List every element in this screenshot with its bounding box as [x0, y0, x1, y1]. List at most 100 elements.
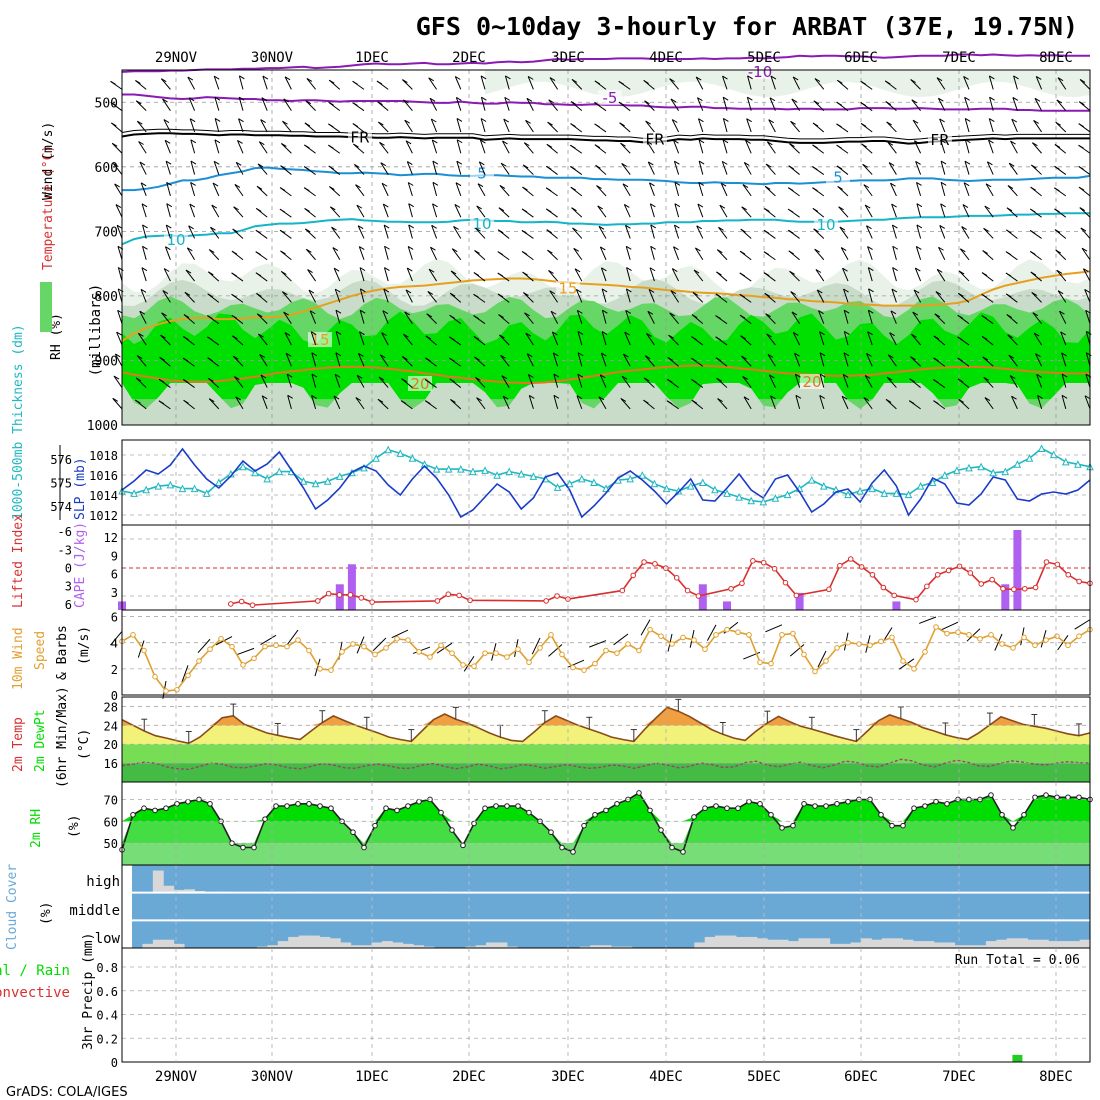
wind-barb: [673, 140, 680, 154]
wind-barb-flag: [766, 333, 772, 338]
lifted-index-line-marker: [673, 575, 680, 581]
wind-barb-flag: [650, 203, 656, 208]
wind-barb-flag: [237, 139, 243, 144]
wind-barb-flag: [914, 140, 920, 145]
wind-barb: [549, 77, 559, 90]
lifted-index-line-marker: [456, 592, 462, 599]
thickness-line-marker: [529, 472, 538, 480]
wind-barb: [717, 398, 728, 410]
surface-wind-barb: [789, 644, 805, 657]
wind-barb-flag: [449, 357, 455, 362]
wind-barb-flag: [379, 354, 386, 359]
wind-barb-flag: [741, 206, 747, 211]
wind-barb-flag: [739, 293, 746, 298]
wind-barb-flag: [910, 356, 916, 361]
wind-barb: [742, 184, 752, 197]
surface-wind-barb: [356, 636, 365, 654]
thickness-line-marker: [190, 484, 199, 493]
wind-barb: [620, 142, 631, 154]
wind-barb: [450, 270, 462, 282]
wind-barb: [1034, 98, 1043, 111]
rh-band-low: [122, 383, 1090, 425]
wind-barb: [938, 247, 946, 260]
wind-barb-flag: [502, 140, 508, 145]
wind-barb: [136, 355, 147, 367]
wind-barb: [916, 182, 922, 197]
wind-barb: [765, 163, 776, 175]
wind-barb: [867, 310, 873, 324]
wind-barb-flag: [450, 399, 456, 403]
wind-barb: [766, 141, 776, 154]
wind-barb-flag: [113, 375, 120, 380]
wind-barb-flag: [812, 207, 819, 212]
wind-barb: [454, 76, 462, 90]
wind-barb-flag: [646, 140, 653, 145]
wind-barb-flag: [674, 160, 680, 165]
wind-barb: [357, 225, 365, 239]
wind-barb-flag: [456, 139, 463, 144]
top-date-label: 7DEC: [942, 50, 976, 66]
wind-barb-flag: [430, 246, 436, 251]
wind-barb-flag: [692, 291, 699, 296]
thickness-line-marker: [638, 471, 647, 479]
wind-barb: [528, 395, 534, 410]
wind-barb: [311, 352, 317, 367]
wind-barb: [867, 331, 873, 346]
wind-barb: [888, 162, 897, 175]
wind-barb-flag: [449, 378, 456, 383]
wind-barb: [1055, 121, 1067, 133]
thickness-line-marker: [759, 497, 768, 506]
wind-barb-flag: [815, 269, 822, 273]
wind-barb-flag: [722, 75, 728, 80]
wind-barb-flag: [667, 378, 673, 383]
wind-barb: [988, 139, 994, 154]
wind-barb: [795, 395, 801, 409]
rh2m-line-marker: [548, 829, 554, 836]
wind-barb-flag: [259, 141, 265, 146]
wind-barb-flag: [763, 272, 770, 277]
rh2m-line-marker: [449, 827, 455, 833]
wind-barb-flag: [280, 250, 286, 255]
wind-barb-flag: [546, 229, 552, 234]
wind-barb-flag: [594, 80, 601, 85]
wind-barb: [1033, 120, 1043, 133]
wind-barb-flag: [1031, 292, 1037, 296]
wind-speed-line-marker: [306, 647, 312, 654]
wind-barb: [985, 183, 994, 197]
rh2m-line-marker: [735, 805, 741, 812]
cape-bar: [795, 592, 804, 610]
wind-barb-flag: [598, 225, 605, 230]
wind-barb-flag: [570, 101, 577, 106]
wind-speed-line-marker: [702, 646, 708, 653]
wind-barb: [1082, 268, 1091, 282]
top-date-label: 30NOV: [251, 50, 294, 66]
wind-barb: [117, 288, 123, 303]
wind-barb: [624, 331, 631, 346]
wind-barb: [620, 398, 631, 410]
thickness-line-marker: [1049, 450, 1058, 459]
wind-barb-flag: [1011, 118, 1018, 123]
surface-wind-barb: [589, 640, 607, 648]
wind-barb-flag: [261, 395, 268, 400]
wind-barb: [840, 247, 849, 261]
wind-barb-flag: [118, 267, 124, 271]
wind-barb-flag: [456, 118, 463, 122]
wind-barb-flag: [958, 398, 964, 403]
wind-barb: [599, 374, 607, 388]
wind-barb-flag: [643, 79, 649, 84]
wind-barb-flag: [989, 118, 995, 122]
cloud-low-bar: [142, 943, 154, 948]
wind-barb-flag: [691, 378, 697, 383]
wind-barb-flag: [1078, 144, 1084, 149]
surface-wind-barb: [531, 637, 541, 655]
wind-barb: [407, 246, 413, 260]
wind-barb-flag: [166, 181, 172, 186]
wind-barb-flag: [521, 208, 528, 213]
precip-tick: 0: [111, 1056, 118, 1070]
wind-barb: [722, 139, 728, 154]
upper-wind-label: Wind (m/s): [41, 122, 56, 200]
surface-wind-barb: [613, 633, 629, 646]
wind-barb: [813, 100, 825, 112]
